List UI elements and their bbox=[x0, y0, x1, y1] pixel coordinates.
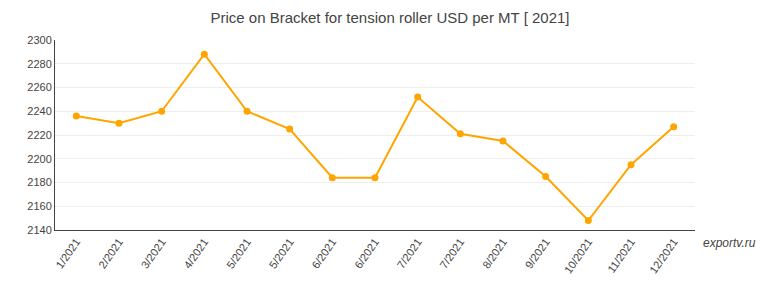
svg-text:2300: 2300 bbox=[27, 34, 51, 46]
svg-text:3/2021: 3/2021 bbox=[139, 236, 168, 270]
svg-text:12/2021: 12/2021 bbox=[647, 236, 680, 275]
svg-text:5/2021: 5/2021 bbox=[267, 236, 296, 270]
svg-text:5/2021: 5/2021 bbox=[224, 236, 253, 270]
svg-text:7/2021: 7/2021 bbox=[395, 236, 424, 270]
svg-text:9/2021: 9/2021 bbox=[523, 236, 552, 270]
svg-text:1/2021: 1/2021 bbox=[53, 236, 82, 270]
svg-text:2220: 2220 bbox=[27, 129, 51, 141]
svg-text:2180: 2180 bbox=[27, 176, 51, 188]
svg-text:2260: 2260 bbox=[27, 81, 51, 93]
svg-text:6/2021: 6/2021 bbox=[309, 236, 338, 270]
svg-text:4/2021: 4/2021 bbox=[181, 236, 210, 270]
svg-text:exportv.ru: exportv.ru bbox=[703, 236, 756, 250]
svg-text:2280: 2280 bbox=[27, 58, 51, 70]
svg-text:8/2021: 8/2021 bbox=[480, 236, 509, 270]
svg-text:7/2021: 7/2021 bbox=[437, 236, 466, 270]
svg-text:2240: 2240 bbox=[27, 105, 51, 117]
svg-text:6/2021: 6/2021 bbox=[352, 236, 381, 270]
svg-text:2160: 2160 bbox=[27, 200, 51, 212]
svg-text:10/2021: 10/2021 bbox=[562, 236, 595, 275]
svg-text:11/2021: 11/2021 bbox=[605, 236, 637, 275]
svg-text:2/2021: 2/2021 bbox=[96, 236, 125, 270]
svg-text:Price on Bracket for tension r: Price on Bracket for tension roller USD … bbox=[210, 9, 569, 26]
svg-text:2200: 2200 bbox=[27, 153, 51, 165]
svg-text:2140: 2140 bbox=[27, 224, 51, 236]
